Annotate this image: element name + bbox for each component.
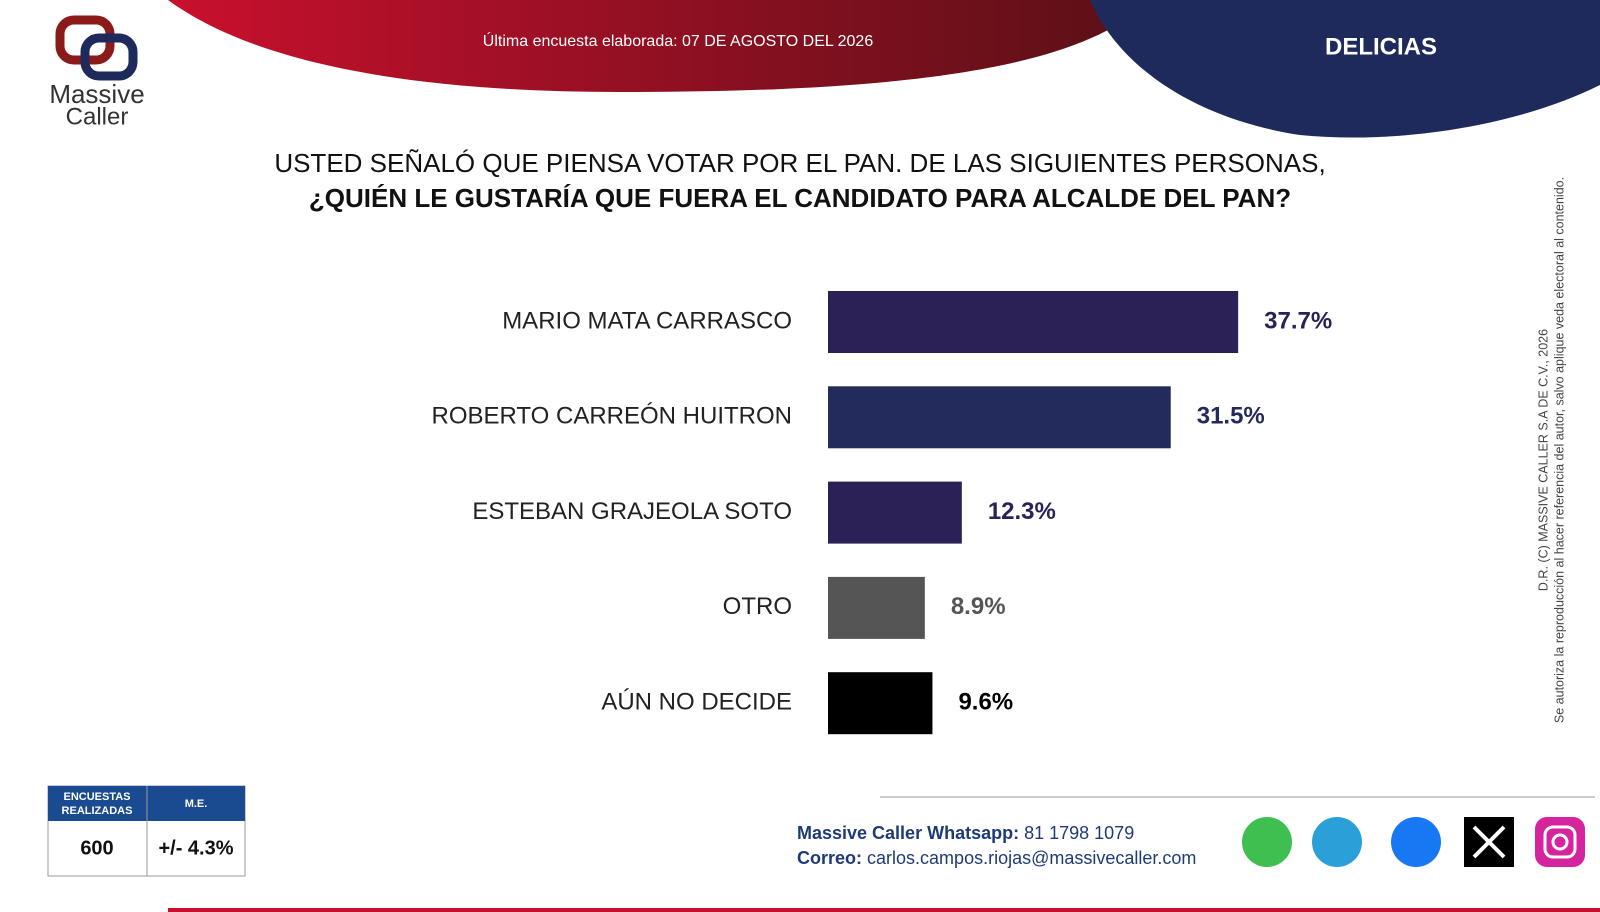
whatsapp-icon[interactable] bbox=[1242, 817, 1292, 867]
table-cell: +/- 4.3% bbox=[158, 837, 233, 859]
value-label: 37.7% bbox=[1264, 307, 1332, 334]
category-label: ROBERTO CARREÓN HUITRON bbox=[432, 403, 792, 430]
x-glyph bbox=[1472, 825, 1506, 859]
value-label: 31.5% bbox=[1197, 403, 1265, 430]
telegram-icon[interactable] bbox=[1312, 817, 1362, 867]
chart-title: USTED SEÑALÓ QUE PIENSA VOTAR POR EL PAN… bbox=[274, 148, 1325, 178]
bar bbox=[828, 386, 1171, 449]
copyright: Se autoriza la reproducción al hacer ref… bbox=[1552, 177, 1566, 723]
bar bbox=[828, 291, 1239, 353]
category-label: AÚN NO DECIDE bbox=[601, 689, 792, 716]
survey-date: Última encuesta elaborada: 07 DE AGOSTO … bbox=[483, 31, 874, 50]
bar bbox=[828, 576, 925, 639]
bar-chart: MARIO MATA CARRASCO 37.7% ROBERTO CARREÓN … bbox=[432, 291, 1332, 735]
header-navy-shape bbox=[1090, 0, 1600, 138]
instagram-glyph bbox=[1543, 825, 1577, 859]
table-cell: 600 bbox=[80, 837, 113, 859]
contact: Massive Caller Whatsapp: 81 1798 1079 bbox=[797, 823, 1134, 843]
value-label: 8.9% bbox=[951, 593, 1006, 620]
header-red-shape bbox=[168, 0, 1150, 92]
bar bbox=[828, 481, 962, 544]
category-label: ESTEBAN GRAJEOLA SOTO bbox=[472, 498, 792, 525]
bottom-rule bbox=[168, 908, 1600, 912]
location: DELICIAS bbox=[1325, 33, 1437, 60]
chart-subtitle: ¿QUIÉN LE GUSTARÍA QUE FUERA EL CANDIDAT… bbox=[309, 183, 1291, 213]
facebook-icon[interactable] bbox=[1391, 817, 1441, 867]
category-label: OTRO bbox=[723, 593, 792, 620]
table-header: REALIZADAS bbox=[62, 805, 133, 817]
contact: Correo: carlos.campos.riojas@massivecall… bbox=[797, 848, 1196, 868]
logo: Massive Caller bbox=[49, 15, 145, 130]
instagram-icon[interactable] bbox=[1535, 817, 1585, 867]
logo-text: Massive bbox=[49, 79, 144, 109]
category-label: MARIO MATA CARRASCO bbox=[502, 307, 792, 334]
sample-table: ENCUESTAS REALIZADAS M.E. 600 +/- 4.3% bbox=[47, 785, 246, 877]
table-header: ENCUESTAS bbox=[63, 791, 130, 803]
instagram-glyph bbox=[1551, 833, 1569, 851]
social-icons bbox=[1242, 817, 1585, 867]
value-label: 12.3% bbox=[988, 498, 1056, 525]
copyright: D.R. (C) MASSIVE CALLER S.A DE C.V., 202… bbox=[1536, 329, 1550, 591]
value-label: 9.6% bbox=[958, 689, 1013, 716]
table-header: M.E. bbox=[185, 798, 208, 810]
bar bbox=[828, 672, 933, 735]
logo-text: Caller bbox=[66, 103, 129, 130]
